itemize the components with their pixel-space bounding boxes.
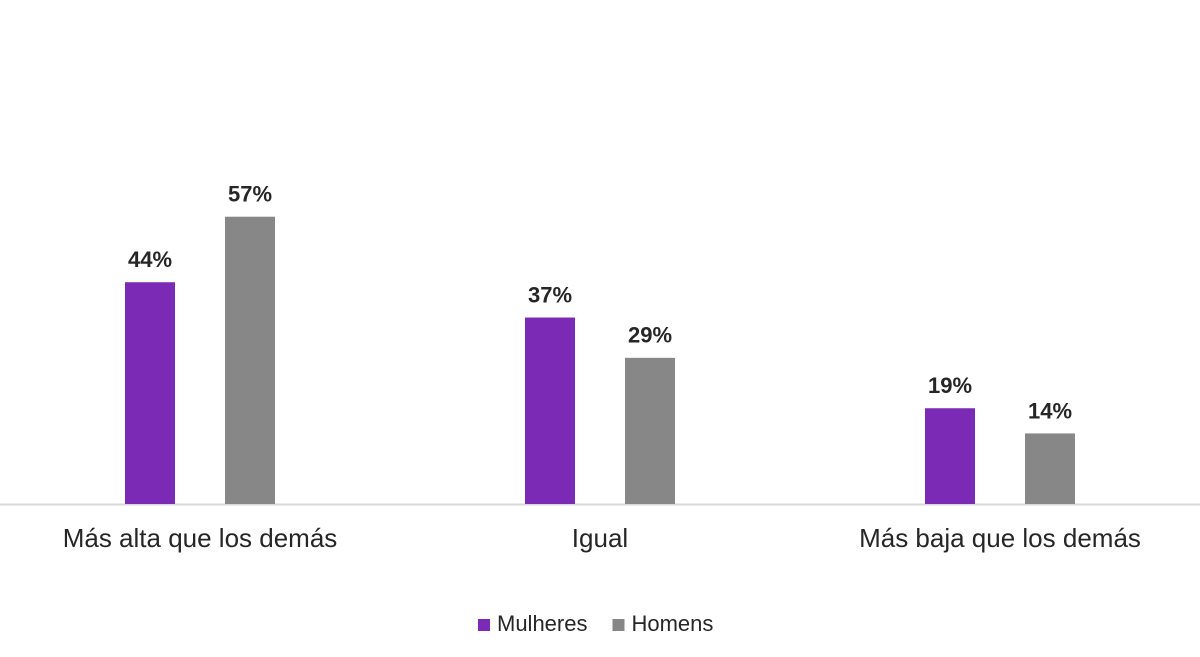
legend-label: Homens — [631, 611, 713, 636]
bar — [525, 317, 575, 504]
value-label: 57% — [228, 182, 272, 207]
bar — [125, 282, 175, 504]
bar — [1025, 433, 1075, 504]
x-tick-label: Igual — [572, 523, 628, 553]
legend-label: Mulheres — [497, 611, 587, 636]
bar — [225, 216, 275, 504]
x-tick-label: Más baja que los demás — [859, 523, 1141, 553]
value-label: 14% — [1028, 398, 1072, 423]
bar — [925, 408, 975, 504]
value-label: 29% — [628, 323, 672, 348]
legend-swatch — [612, 619, 625, 631]
value-label: 37% — [528, 282, 572, 307]
x-tick-label: Más alta que los demás — [63, 523, 338, 553]
bar — [625, 357, 675, 504]
value-label: 44% — [128, 247, 172, 272]
legend-swatch — [478, 619, 490, 631]
value-label: 19% — [928, 373, 972, 398]
